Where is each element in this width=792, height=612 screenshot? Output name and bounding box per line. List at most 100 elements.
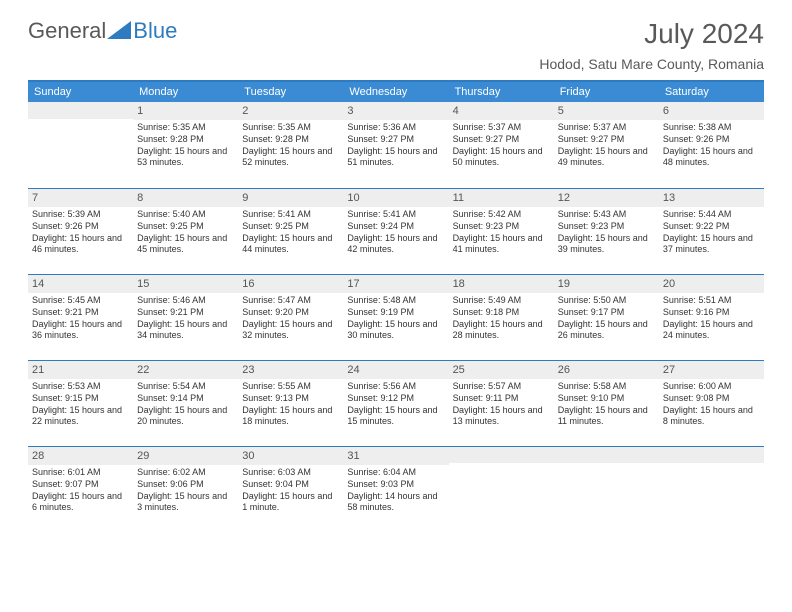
sunset-line: Sunset: 9:17 PM — [558, 307, 655, 319]
calendar-week-row: 28 Sunrise: 6:01 AMSunset: 9:07 PM Dayligh… — [28, 446, 764, 532]
sunrise-line: Sunrise: 5:51 AM — [663, 295, 760, 307]
calendar-day-cell: 12Sunrise: 5:43 AMSunset: 9:23 PMDayligh… — [554, 188, 659, 274]
calendar-empty-cell — [449, 446, 554, 532]
day-body: Sunrise: 5:35 AMSunset: 9:28 PMDaylight:… — [133, 120, 238, 173]
day-body: Sunrise: 5:46 AMSunset: 9:21 PMDaylight:… — [133, 293, 238, 346]
sunrise-line: Sunrise: 5:43 AM — [558, 209, 655, 221]
day-number: 3 — [343, 102, 448, 120]
daylight-line: Daylight: 15 hours and 1 minute. — [242, 491, 339, 514]
calendar-day-cell: 17Sunrise: 5:48 AMSunset: 9:19 PMDayligh… — [343, 274, 448, 360]
daylight-line: Daylight: 15 hours and 50 minutes. — [453, 146, 550, 169]
sunset-line: Sunset: 9:06 PM — [137, 479, 234, 491]
daylight-line: Daylight: 15 hours and 8 minutes. — [663, 405, 760, 428]
day-number: 22 — [133, 360, 238, 379]
day-number: 28 — [28, 446, 133, 465]
daylight-line: Daylight: 15 hours and 44 minutes. — [242, 233, 339, 256]
calendar-day-cell: 13Sunrise: 5:44 AMSunset: 9:22 PMDayligh… — [659, 188, 764, 274]
day-number: 30 — [238, 446, 343, 465]
daylight-line: Daylight: 15 hours and 45 minutes. — [137, 233, 234, 256]
sunrise-line: Sunrise: 5:41 AM — [347, 209, 444, 221]
daylight-line: Daylight: 15 hours and 32 minutes. — [242, 319, 339, 342]
daylight-line: Daylight: 15 hours and 20 minutes. — [137, 405, 234, 428]
sunset-line: Sunset: 9:24 PM — [347, 221, 444, 233]
calendar-week-row: 21Sunrise: 5:53 AMSunset: 9:15 PMDayligh… — [28, 360, 764, 446]
sunset-line: Sunset: 9:16 PM — [663, 307, 760, 319]
calendar-table: SundayMondayTuesdayWednesdayThursdayFrid… — [28, 82, 764, 532]
calendar-day-cell: 15Sunrise: 5:46 AMSunset: 9:21 PMDayligh… — [133, 274, 238, 360]
empty-daynum-strip — [449, 446, 554, 463]
daylight-line: Daylight: 15 hours and 28 minutes. — [453, 319, 550, 342]
sunrise-line: Sunrise: 5:56 AM — [347, 381, 444, 393]
day-body: Sunrise: 6:03 AMSunset: 9:04 PMDaylight:… — [238, 465, 343, 518]
day-body: Sunrise: 5:49 AMSunset: 9:18 PMDaylight:… — [449, 293, 554, 346]
calendar-week-row: 1Sunrise: 5:35 AMSunset: 9:28 PMDaylight… — [28, 102, 764, 188]
day-body: Sunrise: 5:37 AMSunset: 9:27 PMDaylight:… — [449, 120, 554, 173]
day-number: 21 — [28, 360, 133, 379]
day-body: Sunrise: 5:51 AMSunset: 9:16 PMDaylight:… — [659, 293, 764, 346]
sunset-line: Sunset: 9:08 PM — [663, 393, 760, 405]
daylight-line: Daylight: 15 hours and 41 minutes. — [453, 233, 550, 256]
sunrise-line: Sunrise: 5:53 AM — [32, 381, 129, 393]
day-number: 15 — [133, 274, 238, 293]
sunset-line: Sunset: 9:26 PM — [663, 134, 760, 146]
day-number: 20 — [659, 274, 764, 293]
sunset-line: Sunset: 9:20 PM — [242, 307, 339, 319]
sunrise-line: Sunrise: 6:02 AM — [137, 467, 234, 479]
sunrise-line: Sunrise: 6:04 AM — [347, 467, 444, 479]
empty-daynum-strip — [659, 446, 764, 463]
day-body: Sunrise: 5:54 AMSunset: 9:14 PMDaylight:… — [133, 379, 238, 432]
calendar-day-cell: 24Sunrise: 5:56 AMSunset: 9:12 PMDayligh… — [343, 360, 448, 446]
sunset-line: Sunset: 9:07 PM — [32, 479, 129, 491]
daylight-line: Daylight: 15 hours and 3 minutes. — [137, 491, 234, 514]
day-number: 6 — [659, 102, 764, 120]
day-body: Sunrise: 5:48 AMSunset: 9:19 PMDaylight:… — [343, 293, 448, 346]
day-body: Sunrise: 6:00 AMSunset: 9:08 PMDaylight:… — [659, 379, 764, 432]
day-number: 27 — [659, 360, 764, 379]
sunrise-line: Sunrise: 5:44 AM — [663, 209, 760, 221]
day-number: 2 — [238, 102, 343, 120]
calendar-day-cell: 8Sunrise: 5:40 AMSunset: 9:25 PMDaylight… — [133, 188, 238, 274]
day-number: 11 — [449, 188, 554, 207]
sunset-line: Sunset: 9:21 PM — [137, 307, 234, 319]
sunset-line: Sunset: 9:28 PM — [242, 134, 339, 146]
day-body: Sunrise: 5:56 AMSunset: 9:12 PMDaylight:… — [343, 379, 448, 432]
sunset-line: Sunset: 9:27 PM — [453, 134, 550, 146]
day-number: 7 — [28, 188, 133, 207]
daylight-line: Daylight: 15 hours and 15 minutes. — [347, 405, 444, 428]
daylight-line: Daylight: 15 hours and 51 minutes. — [347, 146, 444, 169]
location: Hodod, Satu Mare County, Romania — [539, 56, 764, 72]
sunrise-line: Sunrise: 5:36 AM — [347, 122, 444, 134]
logo: General Blue — [28, 18, 177, 44]
calendar-day-cell: 20Sunrise: 5:51 AMSunset: 9:16 PMDayligh… — [659, 274, 764, 360]
sunrise-line: Sunrise: 5:37 AM — [453, 122, 550, 134]
calendar-day-cell: 26Sunrise: 5:58 AMSunset: 9:10 PMDayligh… — [554, 360, 659, 446]
sunrise-line: Sunrise: 5:57 AM — [453, 381, 550, 393]
day-number: 31 — [343, 446, 448, 465]
daylight-line: Daylight: 15 hours and 37 minutes. — [663, 233, 760, 256]
weekday-header: Friday — [554, 82, 659, 102]
daylight-line: Daylight: 15 hours and 22 minutes. — [32, 405, 129, 428]
day-number: 17 — [343, 274, 448, 293]
weekday-header: Tuesday — [238, 82, 343, 102]
sunset-line: Sunset: 9:26 PM — [32, 221, 129, 233]
sunset-line: Sunset: 9:14 PM — [137, 393, 234, 405]
day-number: 16 — [238, 274, 343, 293]
sunset-line: Sunset: 9:22 PM — [663, 221, 760, 233]
daylight-line: Daylight: 15 hours and 48 minutes. — [663, 146, 760, 169]
sunrise-line: Sunrise: 5:54 AM — [137, 381, 234, 393]
weekday-header: Sunday — [28, 82, 133, 102]
calendar-day-cell: 18Sunrise: 5:49 AMSunset: 9:18 PMDayligh… — [449, 274, 554, 360]
calendar-day-cell: 16Sunrise: 5:47 AMSunset: 9:20 PMDayligh… — [238, 274, 343, 360]
day-body: Sunrise: 5:38 AMSunset: 9:26 PMDaylight:… — [659, 120, 764, 173]
daylight-line: Daylight: 15 hours and 34 minutes. — [137, 319, 234, 342]
daylight-line: Daylight: 15 hours and 18 minutes. — [242, 405, 339, 428]
calendar-day-cell: 31Sunrise: 6:04 AMSunset: 9:03 PMDayligh… — [343, 446, 448, 532]
sunrise-line: Sunrise: 6:01 AM — [32, 467, 129, 479]
daylight-line: Daylight: 15 hours and 24 minutes. — [663, 319, 760, 342]
calendar-day-cell: 4Sunrise: 5:37 AMSunset: 9:27 PMDaylight… — [449, 102, 554, 188]
day-body: Sunrise: 5:41 AMSunset: 9:25 PMDaylight:… — [238, 207, 343, 260]
logo-text-blue: Blue — [133, 18, 177, 44]
sunrise-line: Sunrise: 5:45 AM — [32, 295, 129, 307]
sunrise-line: Sunrise: 5:37 AM — [558, 122, 655, 134]
calendar-day-cell: 3Sunrise: 5:36 AMSunset: 9:27 PMDaylight… — [343, 102, 448, 188]
